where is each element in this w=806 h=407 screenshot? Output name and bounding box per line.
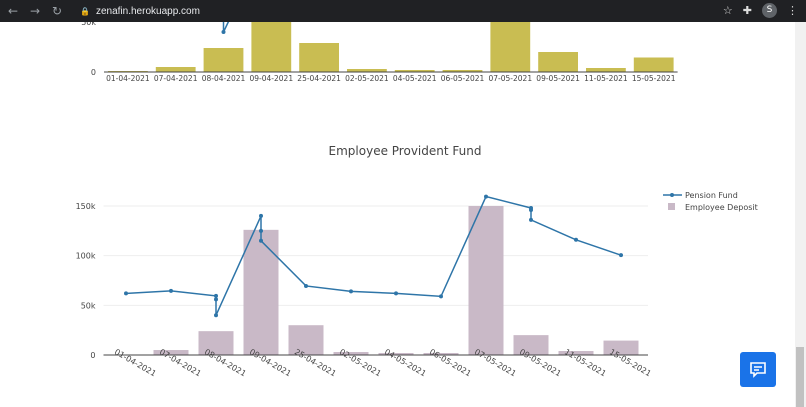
x-tick-label: 07-05-2021 — [489, 74, 533, 83]
bar — [468, 206, 504, 355]
line-point — [214, 293, 218, 298]
line-point — [259, 213, 263, 218]
line-point — [304, 283, 308, 288]
x-tick-label: 15-05-2021 — [632, 74, 676, 83]
line-point — [529, 217, 533, 222]
line-point — [619, 253, 623, 258]
bar — [153, 350, 189, 355]
line-point — [484, 194, 488, 199]
reload-icon[interactable]: ↻ — [51, 4, 63, 18]
bar — [513, 335, 549, 355]
line-point — [169, 288, 173, 293]
bar — [538, 52, 578, 72]
x-tick-label: 25-04-2021 — [297, 74, 341, 83]
bar — [155, 67, 196, 72]
bar — [347, 69, 387, 72]
line-point — [221, 30, 226, 34]
line-point — [214, 297, 218, 302]
x-tick-label: 09-05-2021 — [536, 74, 580, 83]
y-tick-label: 150k — [76, 202, 96, 211]
url-text: zenafin.herokuapp.com — [95, 5, 200, 17]
line-point — [124, 291, 128, 296]
x-tick-label: 08-04-2021 — [202, 74, 246, 83]
y-tick-label: 0 — [91, 68, 96, 77]
forward-icon[interactable]: → — [29, 4, 41, 18]
y-tick-label: 50k — [81, 301, 96, 310]
chat-icon — [750, 361, 766, 378]
x-tick-label: 06-05-2021 — [441, 74, 485, 83]
line-point — [529, 207, 533, 212]
line-point — [574, 237, 578, 242]
line-point — [259, 228, 263, 233]
x-tick-label: 01-04-2021 — [113, 347, 158, 378]
line-point — [214, 313, 218, 318]
browser-toolbar: ← → ↻ 🔒 zenafin.herokuapp.com ☆ ✚ S ⋮ — [0, 0, 806, 22]
line-point — [259, 238, 263, 243]
x-tick-label: 04-05-2021 — [393, 74, 437, 83]
x-tick-label: 07-04-2021 — [154, 74, 198, 83]
lock-icon: 🔒 — [80, 6, 90, 16]
bar — [251, 22, 292, 72]
bar — [333, 352, 369, 355]
y-tick-label: 0 — [90, 351, 95, 360]
x-tick-label: 04-05-2021 — [383, 347, 428, 378]
menu-icon[interactable]: ⋮ — [787, 4, 798, 17]
bookmark-star-icon[interactable]: ☆ — [722, 4, 733, 17]
address-bar[interactable]: 🔒 zenafin.herokuapp.com — [80, 6, 200, 17]
x-tick-label: 09-04-2021 — [250, 74, 294, 83]
legend-label: Employee Deposit — [685, 203, 758, 212]
x-tick-label: 11-05-2021 — [584, 74, 628, 83]
legend-bar-swatch — [668, 203, 675, 210]
legend: Pension Fund Employee Deposit — [663, 191, 758, 212]
top-chart: 0 50k 01-04-2021 07-04-2021 08-04-2021 09-04-… — [81, 0, 678, 83]
back-icon[interactable]: ← — [7, 4, 19, 18]
bar — [490, 22, 531, 72]
chat-button[interactable] — [740, 352, 776, 387]
bar — [633, 57, 674, 72]
scrollbar[interactable] — [795, 22, 806, 407]
bar — [586, 68, 626, 72]
x-tick-label: 02-05-2021 — [338, 347, 383, 378]
bar — [203, 48, 244, 72]
extensions-icon[interactable]: ✚ — [742, 4, 752, 17]
legend-marker — [670, 193, 674, 197]
chart-title: Employee Provident Fund — [329, 144, 482, 158]
scrollbar-thumb[interactable] — [796, 347, 804, 407]
x-tick-label: 06-05-2021 — [428, 347, 473, 378]
y-tick-label: 50k — [81, 18, 96, 27]
bar — [243, 229, 279, 355]
bar — [558, 351, 594, 355]
bar — [288, 325, 324, 355]
line-point — [349, 289, 353, 294]
line-point — [394, 291, 398, 296]
bar — [442, 70, 483, 72]
bar — [423, 353, 459, 355]
profile-avatar[interactable]: S — [762, 3, 777, 18]
epf-chart: Employee Provident Fund 0 50k 100k 150k 01-04… — [76, 144, 758, 378]
bar — [378, 353, 414, 355]
x-tick-label: 01-04-2021 — [106, 74, 150, 83]
bar — [198, 331, 234, 355]
y-tick-label: 100k — [76, 252, 96, 261]
line-point — [439, 294, 443, 299]
bar — [299, 43, 339, 72]
bar — [394, 70, 435, 72]
x-tick-label: 02-05-2021 — [345, 74, 389, 83]
legend-label: Pension Fund — [685, 191, 738, 200]
bar — [603, 340, 639, 355]
